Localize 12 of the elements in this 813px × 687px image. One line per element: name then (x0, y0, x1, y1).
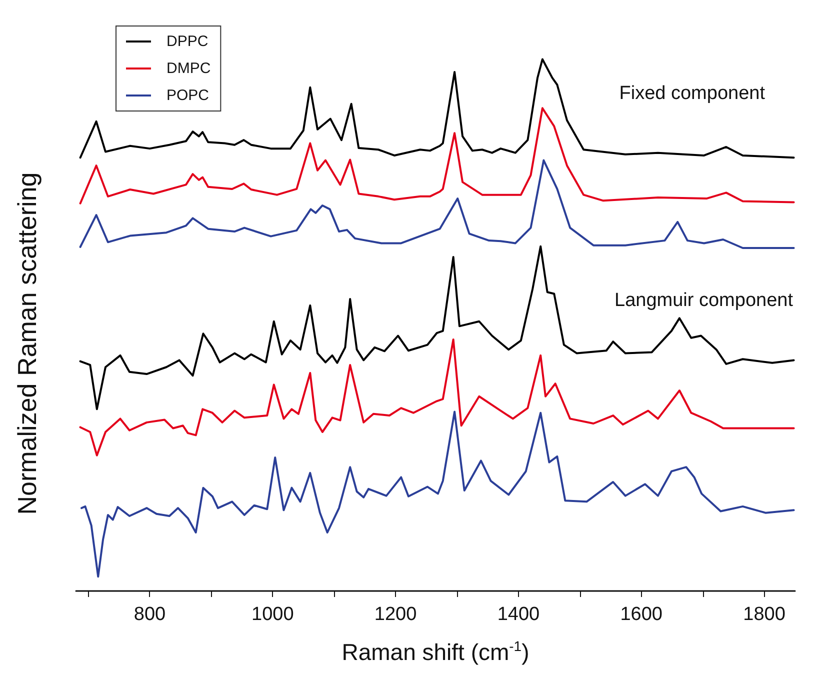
x-tick-label: 1600 (620, 604, 663, 625)
annotation: Fixed component (619, 83, 766, 104)
annotation: Langmuir component (614, 290, 794, 311)
x-tick-label: 1400 (497, 604, 540, 625)
x-tick-label: 1000 (252, 604, 294, 625)
legend-label: DPPC (166, 33, 208, 50)
x-tick-label: 800 (134, 604, 166, 625)
legend-label: DMPC (166, 60, 211, 77)
y-axis-title: Normalized Raman scattering (12, 172, 42, 515)
x-tick-label: 1200 (374, 604, 417, 625)
x-tick-label: 1800 (743, 604, 786, 625)
legend-label: POPC (166, 87, 210, 104)
